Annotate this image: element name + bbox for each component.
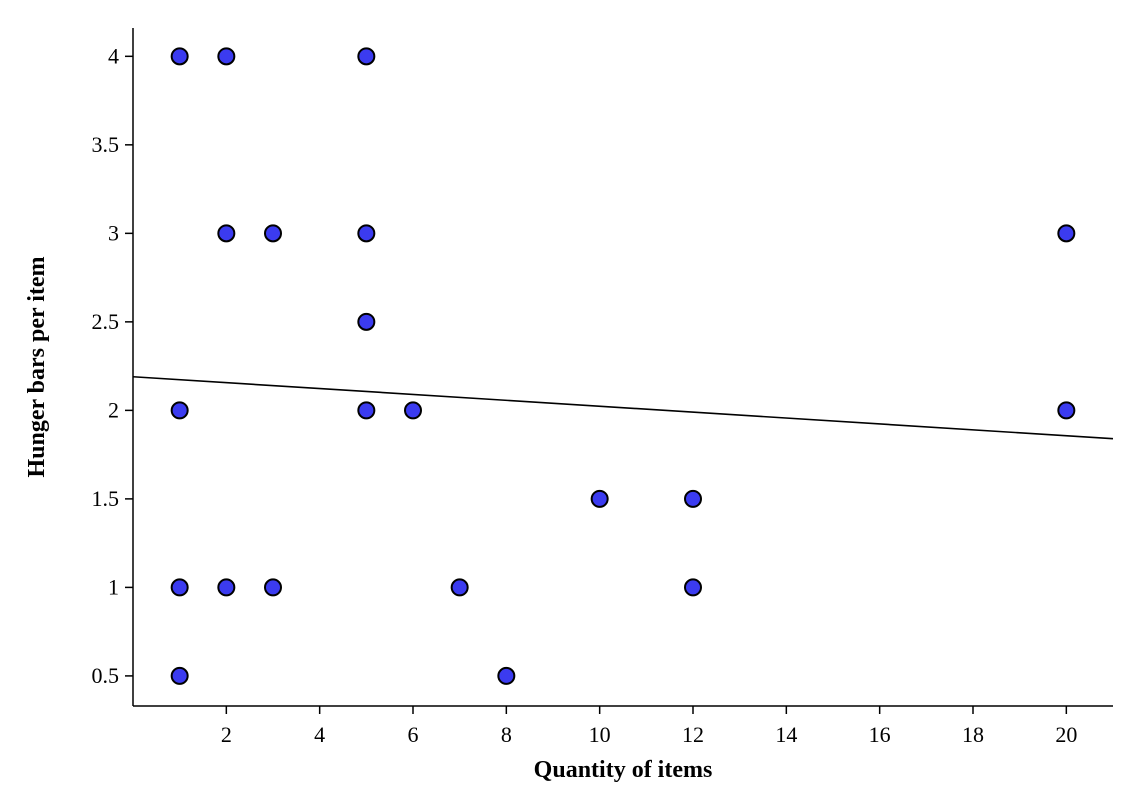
y-tick-label: 0.5 [92, 663, 120, 688]
y-axis-title: Hunger bars per item [24, 256, 50, 477]
y-tick-label: 3.5 [92, 132, 120, 157]
data-point [357, 401, 376, 420]
data-point [264, 578, 282, 597]
x-tick-label: 8 [501, 722, 512, 747]
data-point [170, 578, 189, 597]
data-point [450, 578, 469, 597]
y-axis-ticks: 0.5 1 1.5 2 2.5 3 3.5 4 [92, 43, 133, 688]
x-axis-ticks: 2 4 6 8 10 12 14 16 18 20 [221, 706, 1077, 747]
x-tick-label: 16 [869, 722, 891, 747]
x-tick-label: 14 [775, 722, 797, 747]
data-point [264, 224, 282, 243]
x-tick-label: 2 [221, 722, 232, 747]
y-tick-label: 1 [108, 574, 119, 599]
data-point [170, 401, 189, 420]
data-point [684, 489, 702, 508]
data-point [217, 47, 236, 66]
data-point [357, 224, 376, 243]
y-tick-label: 3 [108, 220, 119, 245]
x-tick-label: 18 [962, 722, 984, 747]
x-tick-label: 6 [408, 722, 419, 747]
data-point [404, 401, 422, 420]
data-point [1057, 224, 1076, 243]
data-points [170, 47, 1076, 685]
x-tick-label: 4 [314, 722, 325, 747]
x-tick-label: 10 [589, 722, 611, 747]
data-point [170, 47, 189, 66]
data-point [684, 578, 702, 597]
data-point [497, 666, 516, 685]
y-tick-label: 4 [108, 43, 119, 68]
data-point [217, 578, 236, 597]
data-point [357, 312, 376, 331]
trend-line [132, 375, 1114, 440]
data-point [590, 489, 609, 508]
data-point [357, 47, 376, 66]
x-tick-label: 20 [1055, 722, 1077, 747]
y-tick-label: 2 [108, 397, 119, 422]
data-point [170, 666, 189, 685]
x-tick-label: 12 [682, 722, 704, 747]
data-point [1057, 401, 1076, 420]
data-point [217, 224, 236, 243]
x-axis-title: Quantity of items [534, 757, 713, 783]
y-tick-label: 2.5 [92, 309, 120, 334]
y-tick-label: 1.5 [92, 486, 120, 511]
